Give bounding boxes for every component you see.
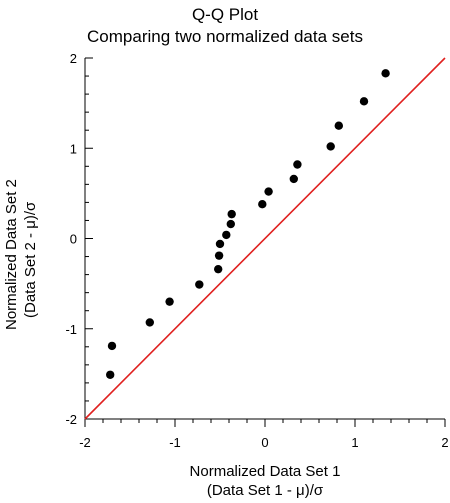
data-point bbox=[264, 187, 273, 196]
data-point bbox=[226, 219, 235, 229]
reference-line bbox=[84, 57, 446, 420]
axes: -2-2 -1 -1 0 0 1 1 2 2 bbox=[65, 51, 448, 450]
y-tick-label: 2 bbox=[70, 51, 77, 66]
y-tick-label: -2 bbox=[65, 412, 77, 427]
x-tick-label: 0 bbox=[261, 435, 268, 450]
x-tick-label: 1 bbox=[351, 435, 358, 450]
x-axis-sublabel: (Data Set 1 - μ)/σ bbox=[206, 482, 324, 499]
data-point bbox=[106, 370, 115, 379]
data-point bbox=[334, 121, 343, 130]
data-point bbox=[214, 251, 224, 260]
data-point bbox=[359, 97, 369, 106]
data-point bbox=[222, 230, 231, 240]
x-tick-label: -2 bbox=[79, 435, 91, 450]
y-tick-label: 0 bbox=[70, 232, 77, 247]
chart-title: Q-Q Plot bbox=[191, 5, 259, 24]
data-point bbox=[326, 142, 335, 151]
data-point bbox=[195, 280, 204, 289]
y-axis-sublabel: (Data Set 2 - μ)/σ bbox=[22, 201, 39, 318]
y-tick-label: 1 bbox=[70, 141, 77, 156]
data-point bbox=[289, 174, 298, 184]
data-point bbox=[381, 69, 390, 78]
data-point bbox=[145, 318, 154, 327]
data-point bbox=[215, 239, 225, 249]
chart-subtitle: Comparing two normalized data sets bbox=[87, 27, 363, 46]
data-points bbox=[106, 69, 390, 379]
data-point bbox=[258, 200, 267, 209]
reference-line-group bbox=[84, 57, 446, 420]
data-point bbox=[293, 160, 302, 169]
data-point bbox=[165, 297, 174, 306]
x-axis-label: Normalized Data Set 1 bbox=[189, 463, 341, 480]
x-tick-label: -1 bbox=[169, 435, 181, 450]
data-point bbox=[227, 209, 236, 219]
x-tick-label: 2 bbox=[441, 435, 448, 450]
y-axis-label: Normalized Data Set 2 bbox=[3, 179, 20, 330]
data-point bbox=[107, 341, 117, 351]
y-tick-label: -1 bbox=[65, 322, 77, 337]
data-point bbox=[214, 264, 223, 274]
